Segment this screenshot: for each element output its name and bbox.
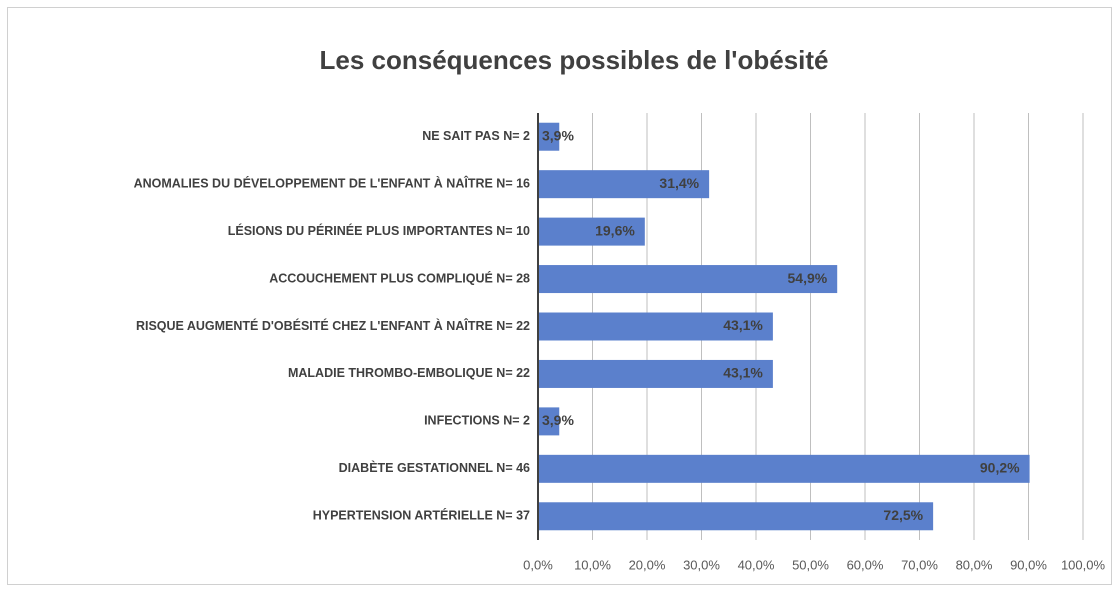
bar (538, 122, 560, 151)
bar (538, 359, 773, 388)
x-tick-label: 40,0% (738, 557, 775, 572)
x-tick-label: 30,0% (683, 557, 720, 572)
bar (538, 502, 934, 531)
data-label: 90,2% (980, 460, 1020, 476)
x-tick-label: 0,0% (523, 557, 553, 572)
y-tick-label: LÉSIONS DU PÉRINÉE PLUS IMPORTANTES N= 1… (228, 223, 530, 238)
data-label: 3,9% (542, 127, 574, 143)
chart-frame (7, 7, 1112, 585)
bar (538, 170, 710, 199)
data-label: 19,6% (595, 222, 635, 238)
y-tick-label: HYPERTENSION ARTÉRIELLE N= 37 (313, 508, 530, 523)
x-tick-label: 10,0% (574, 557, 611, 572)
x-tick-label: 60,0% (847, 557, 884, 572)
x-tick-label: 80,0% (956, 557, 993, 572)
x-tick-label: 20,0% (629, 557, 666, 572)
data-label: 54,9% (788, 270, 828, 286)
bar (538, 265, 838, 294)
bar (538, 454, 1030, 483)
chart-title: Les conséquences possibles de l'obésité (319, 45, 828, 75)
x-tick-label: 100,0% (1061, 557, 1106, 572)
x-tick-label: 50,0% (792, 557, 829, 572)
y-tick-label: RISQUE AUGMENTÉ D'OBÉSITÉ CHEZ L'ENFANT … (136, 318, 530, 333)
data-label: 43,1% (723, 365, 763, 381)
data-label: 72,5% (883, 507, 923, 523)
y-tick-label: INFECTIONS N= 2 (424, 414, 530, 428)
data-label: 31,4% (659, 175, 699, 191)
data-label: 3,9% (542, 412, 574, 428)
x-tick-label: 90,0% (1010, 557, 1047, 572)
y-tick-label: MALADIE THROMBO-EMBOLIQUE N= 22 (288, 366, 530, 380)
y-tick-label: NE SAIT PAS N= 2 (422, 129, 530, 143)
bar (538, 312, 773, 341)
x-tick-label: 70,0% (901, 557, 938, 572)
y-tick-label: DIABÈTE GESTATIONNEL N= 46 (339, 460, 530, 475)
bar (538, 217, 645, 246)
bar (538, 407, 560, 436)
y-tick-label: ANOMALIES DU DÉVELOPPEMENT DE L'ENFANT À… (134, 175, 530, 190)
data-label: 43,1% (723, 317, 763, 333)
y-tick-label: ACCOUCHEMENT PLUS COMPLIQUÉ N= 28 (269, 270, 530, 285)
